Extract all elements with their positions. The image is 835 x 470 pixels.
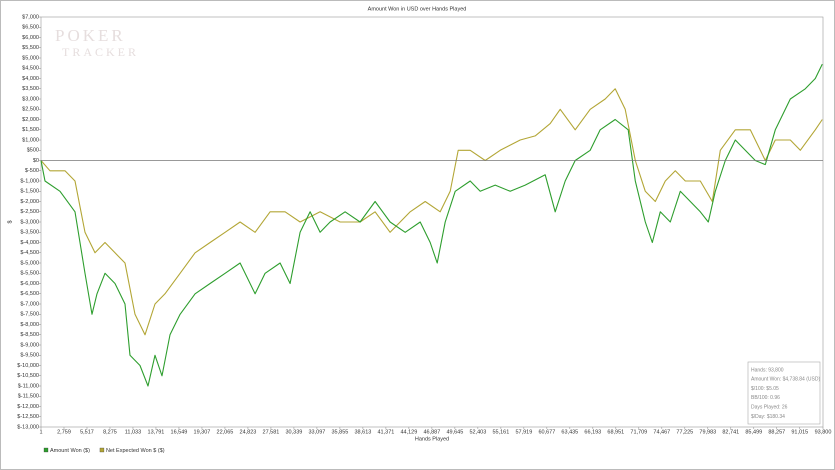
y-tick-label: $1,500	[22, 127, 39, 133]
watermark: TRACKER	[62, 45, 139, 59]
y-tick-label: $6,000	[22, 35, 39, 41]
y-tick-label: $-3,500	[20, 230, 39, 236]
y-tick-label: $-4,500	[20, 250, 39, 256]
y-tick-label: $3,000	[22, 96, 39, 102]
y-tick-label: $-12,000	[17, 404, 39, 410]
x-tick-label: 71,709	[630, 429, 647, 435]
y-tick-label: $-9,500	[20, 353, 39, 359]
y-tick-label: $-8,500	[20, 332, 39, 338]
y-tick-label: $-11,500	[18, 394, 39, 400]
y-tick-label: $-10,500	[17, 373, 39, 379]
y-tick-label: $3,500	[22, 86, 39, 92]
x-tick-label: 57,919	[515, 429, 532, 435]
stat-line: BB/100: 0.96	[751, 395, 780, 401]
legend-swatch	[99, 447, 105, 453]
stats-box	[747, 361, 821, 425]
x-tick-label: 5,517	[80, 429, 94, 435]
legend-label: Net Expected Won $ ($)	[106, 448, 165, 454]
x-tick-label: 30,339	[286, 429, 303, 435]
y-tick-label: $5,500	[22, 45, 39, 51]
y-tick-label: $-7,500	[20, 312, 39, 318]
y-tick-label: $6,500	[22, 25, 39, 31]
plot-area	[40, 16, 824, 428]
y-tick-label: $-8,000	[20, 322, 39, 328]
series-line	[40, 88, 823, 336]
series-line	[40, 63, 823, 387]
x-tick-label: 63,435	[561, 429, 578, 435]
y-tick-label: $-3,000	[20, 219, 39, 225]
y-tick-label: $-500	[25, 168, 39, 174]
stat-line: $/100: $5.05	[751, 386, 779, 392]
x-tick-label: 33,097	[309, 429, 326, 435]
y-tick-label: $-12,500	[17, 414, 39, 420]
x-tick-label: 8,275	[103, 429, 117, 435]
y-tick-label: $-2,000	[20, 199, 39, 205]
x-tick-label: 19,307	[194, 429, 211, 435]
x-tick-label: 16,549	[171, 429, 188, 435]
x-tick-label: 24,823	[240, 429, 257, 435]
x-tick-label: 13,791	[148, 429, 165, 435]
y-tick-label: $4,000	[22, 76, 39, 82]
stats: Hands: 93,800 Amount Won: $4,738.84 (USD)…	[751, 367, 820, 420]
y-tick-label: $-2,500	[20, 209, 39, 215]
x-tick-label: 52,403	[469, 429, 486, 435]
y-tick-label: $-11,000	[18, 383, 39, 389]
stat-line: Days Played: 26	[751, 405, 788, 411]
x-tick-label: 82,741	[722, 429, 739, 435]
y-tick-label: $0	[33, 158, 39, 164]
y-tick-label: $-10,000	[17, 363, 39, 369]
y-tick-label: $-7,000	[20, 301, 39, 307]
x-tick-label: 44,129	[400, 429, 417, 435]
x-tick-label: 88,257	[768, 429, 785, 435]
y-tick-label: $-5,500	[20, 271, 39, 277]
x-tick-label: 38,613	[354, 429, 371, 435]
x-tick-label: 41,371	[377, 429, 394, 435]
y-axis-label: $	[7, 220, 13, 223]
x-tick-label: 49,645	[446, 429, 463, 435]
x-tick-label: 46,887	[423, 429, 440, 435]
y-tick-label: $-1,500	[20, 189, 39, 195]
x-tick-label: 93,800	[815, 429, 832, 435]
x-axis-label: Hands Played	[415, 436, 449, 442]
x-tick-label: 77,225	[676, 429, 693, 435]
stat-line: $/Day: $180.34	[751, 414, 785, 420]
y-tick-label: $-5,000	[20, 260, 39, 266]
x-tick-label: 91,015	[791, 429, 808, 435]
y-tick-label: $-6,000	[20, 281, 39, 287]
x-tick-label: 2,759	[57, 429, 71, 435]
x-tick-label: 66,193	[584, 429, 601, 435]
x-tick-label: 85,499	[745, 429, 762, 435]
y-tick-label: $500	[27, 148, 39, 154]
watermark: POKER	[55, 26, 126, 45]
y-tick-label: $4,500	[22, 66, 39, 72]
legend-label: Amount Won ($)	[50, 448, 90, 454]
y-tick-label: $-1,000	[20, 178, 39, 184]
y-tick-label: $5,000	[22, 55, 39, 61]
chart-title: Amount Won in USD over Hands Played	[368, 6, 467, 12]
x-tick-label: 22,065	[217, 429, 234, 435]
x-tick-label: 35,855	[331, 429, 348, 435]
x-tick-label: 60,677	[538, 429, 555, 435]
x-tick-label: 1	[39, 429, 42, 435]
x-tick-label: 68,951	[607, 429, 624, 435]
x-tick-label: 11,033	[125, 429, 141, 435]
legend: Amount Won ($) Net Expected Won $ ($)	[43, 447, 165, 454]
x-tick-label: 79,983	[699, 429, 716, 435]
x-tick-label: 55,161	[492, 429, 509, 435]
stat-line: Amount Won: $4,738.84 (USD)	[751, 377, 820, 383]
y-tick-label: $2,500	[22, 107, 39, 113]
y-tick-label: $2,000	[22, 117, 39, 123]
y-tick-label: $-6,500	[20, 291, 39, 297]
y-tick-label: $-4,000	[20, 240, 39, 246]
y-tick-label: $7,000	[22, 14, 39, 20]
legend-swatch	[43, 447, 49, 453]
y-tick-label: $-13,000	[17, 424, 39, 430]
x-tick-label: 74,467	[653, 429, 670, 435]
y-tick-label: $-9,000	[20, 342, 39, 348]
stat-line: Hands: 93,800	[751, 367, 784, 373]
y-tick-label: $1,000	[22, 137, 39, 143]
x-tick-label: 27,581	[263, 429, 280, 435]
